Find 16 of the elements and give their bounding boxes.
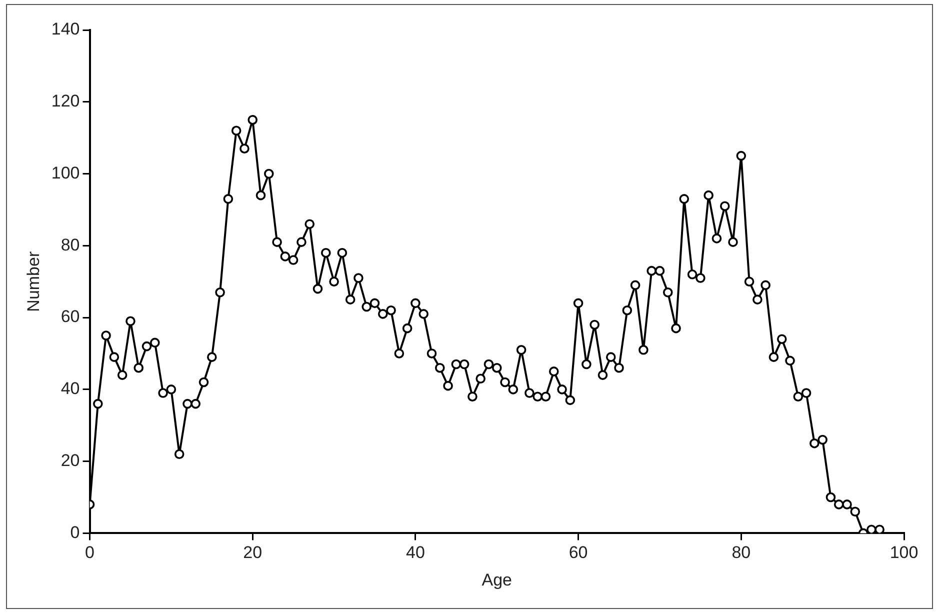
x-tick-label: 0 [85, 543, 94, 562]
x-tick-label: 100 [890, 543, 918, 562]
x-tick-label: 20 [243, 543, 262, 562]
y-tick-label: 60 [60, 307, 80, 326]
y-tick-label: 80 [60, 235, 80, 254]
y-tick-label: 120 [51, 92, 80, 111]
y-tick-label: 0 [70, 522, 80, 542]
y-tick-label: 100 [51, 163, 80, 182]
y-axis-title: Number [24, 251, 43, 312]
y-tick-label: 20 [60, 451, 80, 470]
y-tick-label: 140 [51, 20, 80, 39]
x-tick-label: 40 [406, 543, 425, 562]
x-tick-label: 80 [732, 543, 751, 562]
x-axis-title: Age [482, 570, 512, 590]
x-tick-label: 60 [568, 543, 588, 562]
y-tick-label: 40 [60, 379, 80, 398]
